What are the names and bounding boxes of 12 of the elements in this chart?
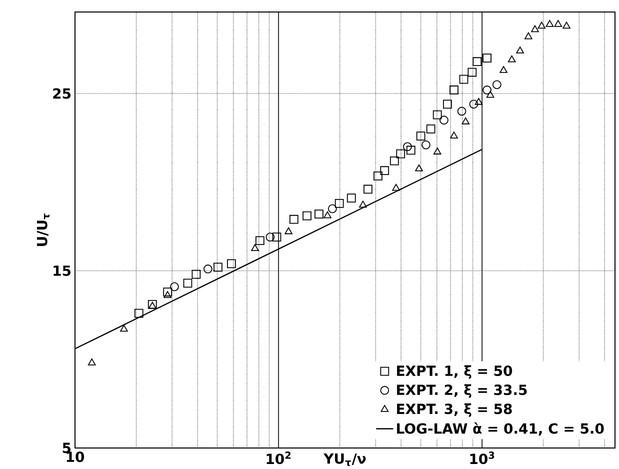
- x-tick-label: 10$^{2}$: [266, 451, 291, 464]
- y-tick-label: 15: [54, 265, 71, 276]
- x-tick-label: 10$^{3}$: [470, 451, 494, 464]
- legend-label: EXPT. 2, ξ = 33.5: [397, 384, 527, 398]
- legend-label: LOG-LAW ὰ = 0.41, C = 5.0: [397, 422, 604, 436]
- y-axis-title: U/U$_{τ}$: [36, 213, 50, 246]
- legend-label: EXPT. 1, ξ = 50: [397, 365, 512, 379]
- x-tick-label: 10: [66, 451, 84, 462]
- y-tick-label: 5: [62, 442, 71, 454]
- legend-label: EXPT. 3, ξ = 58: [397, 403, 512, 417]
- x-axis-title: YU$_{τ}$/ν: [323, 453, 366, 466]
- y-tick-label: 25: [53, 88, 71, 99]
